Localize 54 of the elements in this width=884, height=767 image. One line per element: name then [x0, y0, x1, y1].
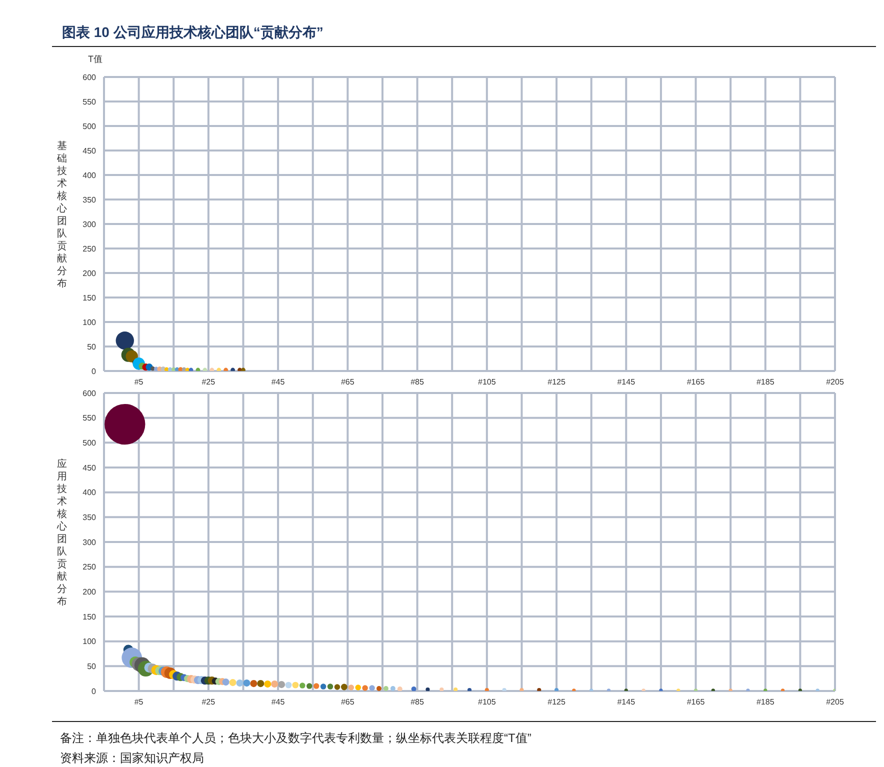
- text: 备注：单独色块代表单个人员；色块大小及数字代表专利数量；纵坐标代表关联程度“T值”: [60, 730, 532, 747]
- y-tick-label: 250: [82, 244, 97, 254]
- x-tick-label: #25: [202, 698, 216, 707]
- x-tick-label: #85: [410, 378, 425, 387]
- y-tick-label: 150: [82, 612, 97, 622]
- x-tick-label: #125: [548, 698, 566, 707]
- x-tick-label: #125: [548, 378, 566, 387]
- y-tick-label: 0: [92, 686, 97, 696]
- y-tick-label: 250: [82, 562, 97, 572]
- x-tick-label: #65: [340, 378, 355, 387]
- x-tick-label: #5: [134, 698, 144, 707]
- y-tick-label: 450: [82, 463, 97, 472]
- text: 资料来源：国家知识产权局: [60, 750, 205, 767]
- y-tick-label: 400: [82, 488, 97, 498]
- x-tick-label: #105: [478, 378, 496, 387]
- y-tick-label: 150: [82, 293, 97, 302]
- x-tick-label: #5: [134, 378, 144, 387]
- y-tick-label: 300: [82, 220, 97, 229]
- x-tick-label: #185: [756, 698, 775, 707]
- y-tick-label: 50: [87, 342, 97, 352]
- y-tick-label: 100: [82, 318, 97, 327]
- y-tick-label: 350: [82, 513, 97, 522]
- x-tick-label: #25: [202, 378, 216, 387]
- y-tick-label: 500: [82, 122, 97, 131]
- y-tick-label: 300: [82, 538, 97, 547]
- y-tick-label: 600: [82, 388, 97, 398]
- y-tick-label: 550: [82, 97, 97, 106]
- y-tick-label: 600: [82, 72, 97, 82]
- x-tick-label: #205: [826, 698, 844, 707]
- x-tick-label: #85: [410, 698, 425, 707]
- y-tick-label: 200: [82, 588, 97, 597]
- text: 应用技术核心团队贡献分布: [57, 459, 67, 608]
- x-tick-label: #165: [686, 698, 706, 707]
- x-tick-label: #145: [617, 378, 636, 387]
- y-tick-label: 500: [82, 438, 97, 448]
- x-tick-label: #145: [617, 698, 636, 707]
- text: T值: [88, 53, 102, 66]
- y-tick-label: 450: [82, 146, 97, 156]
- y-tick-label: 550: [82, 414, 97, 423]
- y-tick-label: 100: [82, 637, 97, 646]
- x-tick-label: #185: [756, 378, 775, 387]
- x-tick-label: #65: [340, 698, 355, 707]
- x-tick-label: #165: [686, 378, 706, 387]
- x-tick-label: #45: [271, 698, 286, 707]
- x-tick-label: #45: [271, 378, 286, 387]
- y-tick-label: 350: [82, 195, 97, 204]
- y-tick-label: 400: [82, 170, 97, 180]
- y-tick-label: 200: [82, 268, 97, 278]
- y-tick-label: 0: [92, 366, 97, 376]
- chart-title: 图表 10 公司应用技术核心团队“贡献分布”: [52, 8, 876, 47]
- x-tick-label: #105: [478, 698, 496, 707]
- x-tick-label: #205: [826, 378, 844, 387]
- text: 基础技术核心团队贡献分布: [57, 141, 67, 290]
- y-tick-label: 50: [87, 662, 97, 672]
